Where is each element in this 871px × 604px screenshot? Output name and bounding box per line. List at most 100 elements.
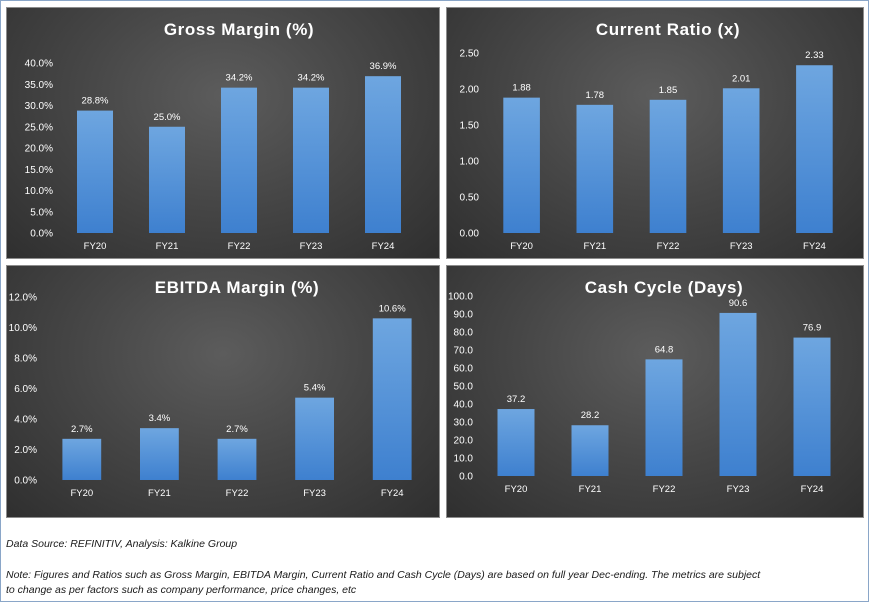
data-label-fy20: 37.2: [507, 394, 526, 405]
bar-fy22: [221, 87, 257, 234]
chart-ebitda-margin: EBITDA Margin (%) 0.0% 2.0% 4.0% 6.0% 8.0% 10.…: [6, 265, 440, 518]
x-tick-label-fy20: FY20: [70, 488, 93, 499]
bar-fy23: [719, 312, 757, 476]
y-tick-label: 6.0%: [14, 384, 37, 395]
y-tick-label: 40.0: [454, 400, 474, 411]
data-label-fy21: 28.2: [581, 410, 600, 421]
data-label-fy24: 36.9%: [370, 61, 397, 72]
y-tick-label: 12.0%: [9, 293, 37, 304]
y-tick-label: 2.0%: [14, 445, 37, 456]
footnote-line-1: Note: Figures and Ratios such as Gross M…: [6, 569, 761, 581]
data-label-fy23: 34.2%: [298, 73, 325, 84]
x-tick-label-fy22: FY22: [226, 488, 249, 499]
data-label-fy21: 25.0%: [154, 112, 181, 123]
x-tick-label-fy22: FY22: [228, 241, 251, 252]
footnote-line-2: to change as per factors such as company…: [6, 584, 357, 596]
bar-fy21: [140, 428, 179, 480]
chart-title: Cash Cycle (Days): [585, 278, 744, 297]
x-tick-label-fy24: FY24: [381, 488, 404, 499]
data-label-fy23: 2.01: [732, 73, 751, 84]
chart-svg: Gross Margin (%) 0.0% 5.0% 10.0% 15.0% 20.0% 2…: [25, 20, 401, 252]
bar-fy21: [571, 425, 609, 476]
y-tick-label: 20.0: [454, 436, 474, 447]
y-tick-label: 5.0%: [30, 207, 53, 218]
data-label-fy23: 5.4%: [304, 383, 326, 394]
data-label-fy22: 64.8: [655, 344, 674, 355]
bar-fy21: [576, 104, 614, 233]
y-tick-label: 20.0%: [25, 144, 53, 155]
x-tick-label-fy23: FY23: [300, 241, 323, 252]
x-tick-label-fy23: FY23: [303, 488, 326, 499]
data-label-fy20: 1.88: [512, 83, 531, 94]
data-label-fy22: 1.85: [659, 85, 678, 96]
y-tick-label: 0.0: [459, 472, 473, 483]
x-tick-label-fy20: FY20: [510, 241, 533, 252]
data-label-fy24: 2.33: [805, 50, 824, 61]
bar-fy23: [295, 397, 334, 480]
y-tick-label: 10.0%: [9, 323, 37, 334]
y-tick-label: 70.0: [454, 346, 474, 357]
data-label-fy23: 90.6: [729, 298, 748, 309]
bar-fy23: [722, 88, 760, 233]
data-label-fy20: 28.8%: [82, 96, 109, 107]
y-tick-label: 15.0%: [25, 165, 53, 176]
data-label-fy21: 3.4%: [149, 413, 171, 424]
chart-svg: Cash Cycle (Days) 0.0 10.0 20.0 30.0 40.0 50.0…: [448, 278, 831, 495]
y-tick-label: 0.50: [460, 193, 480, 204]
y-tick-label: 4.0%: [14, 415, 37, 426]
y-tick-label: 60.0: [454, 364, 474, 375]
bar-fy22: [649, 99, 687, 233]
chart-current-ratio: Current Ratio (x) 0.00 0.50 1.00 1.50 2.00 2.5…: [446, 7, 864, 259]
chart-gross-margin: Gross Margin (%) 0.0% 5.0% 10.0% 15.0% 20.0% 2…: [6, 7, 440, 259]
y-tick-label: 25.0%: [25, 122, 53, 133]
x-tick-label-fy21: FY21: [148, 488, 171, 499]
chart-svg: Current Ratio (x) 0.00 0.50 1.00 1.50 2.00 2.5…: [460, 20, 833, 252]
y-tick-label: 30.0%: [25, 101, 53, 112]
bar-fy24: [793, 337, 831, 476]
y-tick-label: 50.0: [454, 382, 474, 393]
bar-fy22: [645, 359, 683, 476]
x-tick-label-fy21: FY21: [579, 484, 602, 495]
chart-title: EBITDA Margin (%): [155, 278, 319, 297]
x-tick-label-fy23: FY23: [730, 241, 753, 252]
data-label-fy22: 34.2%: [226, 73, 253, 84]
y-tick-label: 100.0: [448, 292, 473, 303]
data-source-note: Data Source: REFINITIV, Analysis: Kalkin…: [6, 538, 238, 550]
footnote: Note: Figures and Ratios such as Gross M…: [6, 568, 760, 598]
y-tick-label: 0.0%: [30, 229, 53, 240]
y-tick-label: 90.0: [454, 310, 474, 321]
y-tick-label: 2.00: [460, 85, 480, 96]
bar-fy22: [217, 438, 257, 480]
y-tick-label: 35.0%: [25, 80, 53, 91]
y-tick-label: 80.0: [454, 328, 474, 339]
bar-fy20: [497, 409, 535, 476]
bar-fy24: [796, 65, 833, 233]
x-tick-label-fy20: FY20: [84, 241, 107, 252]
data-label-fy20: 2.7%: [71, 424, 93, 435]
x-tick-label-fy24: FY24: [803, 241, 826, 252]
y-tick-label: 2.50: [460, 49, 480, 60]
bar-fy20: [503, 97, 540, 233]
data-label-fy21: 1.78: [586, 90, 605, 101]
y-tick-label: 8.0%: [14, 354, 37, 365]
y-tick-label: 10.0%: [25, 186, 53, 197]
y-tick-label: 0.00: [460, 229, 480, 240]
data-label-fy24: 76.9: [803, 323, 822, 334]
y-tick-label: 10.0: [454, 454, 474, 465]
x-tick-label-fy21: FY21: [583, 241, 606, 252]
y-tick-label: 1.50: [460, 121, 480, 132]
x-tick-label-fy21: FY21: [156, 241, 179, 252]
bar-fy21: [149, 126, 185, 233]
x-tick-label-fy23: FY23: [727, 484, 750, 495]
y-tick-label: 0.0%: [14, 476, 37, 487]
y-tick-label: 30.0: [454, 418, 474, 429]
data-label-fy22: 2.7%: [226, 424, 248, 435]
data-label-fy24: 10.6%: [379, 303, 406, 314]
x-tick-label-fy20: FY20: [505, 484, 528, 495]
y-tick-label: 1.00: [460, 157, 480, 168]
chart-cash-cycle: Cash Cycle (Days) 0.0 10.0 20.0 30.0 40.0 50.0…: [446, 265, 864, 518]
x-tick-label-fy22: FY22: [653, 484, 676, 495]
bar-fy24: [372, 318, 412, 480]
y-tick-label: 40.0%: [25, 59, 53, 70]
